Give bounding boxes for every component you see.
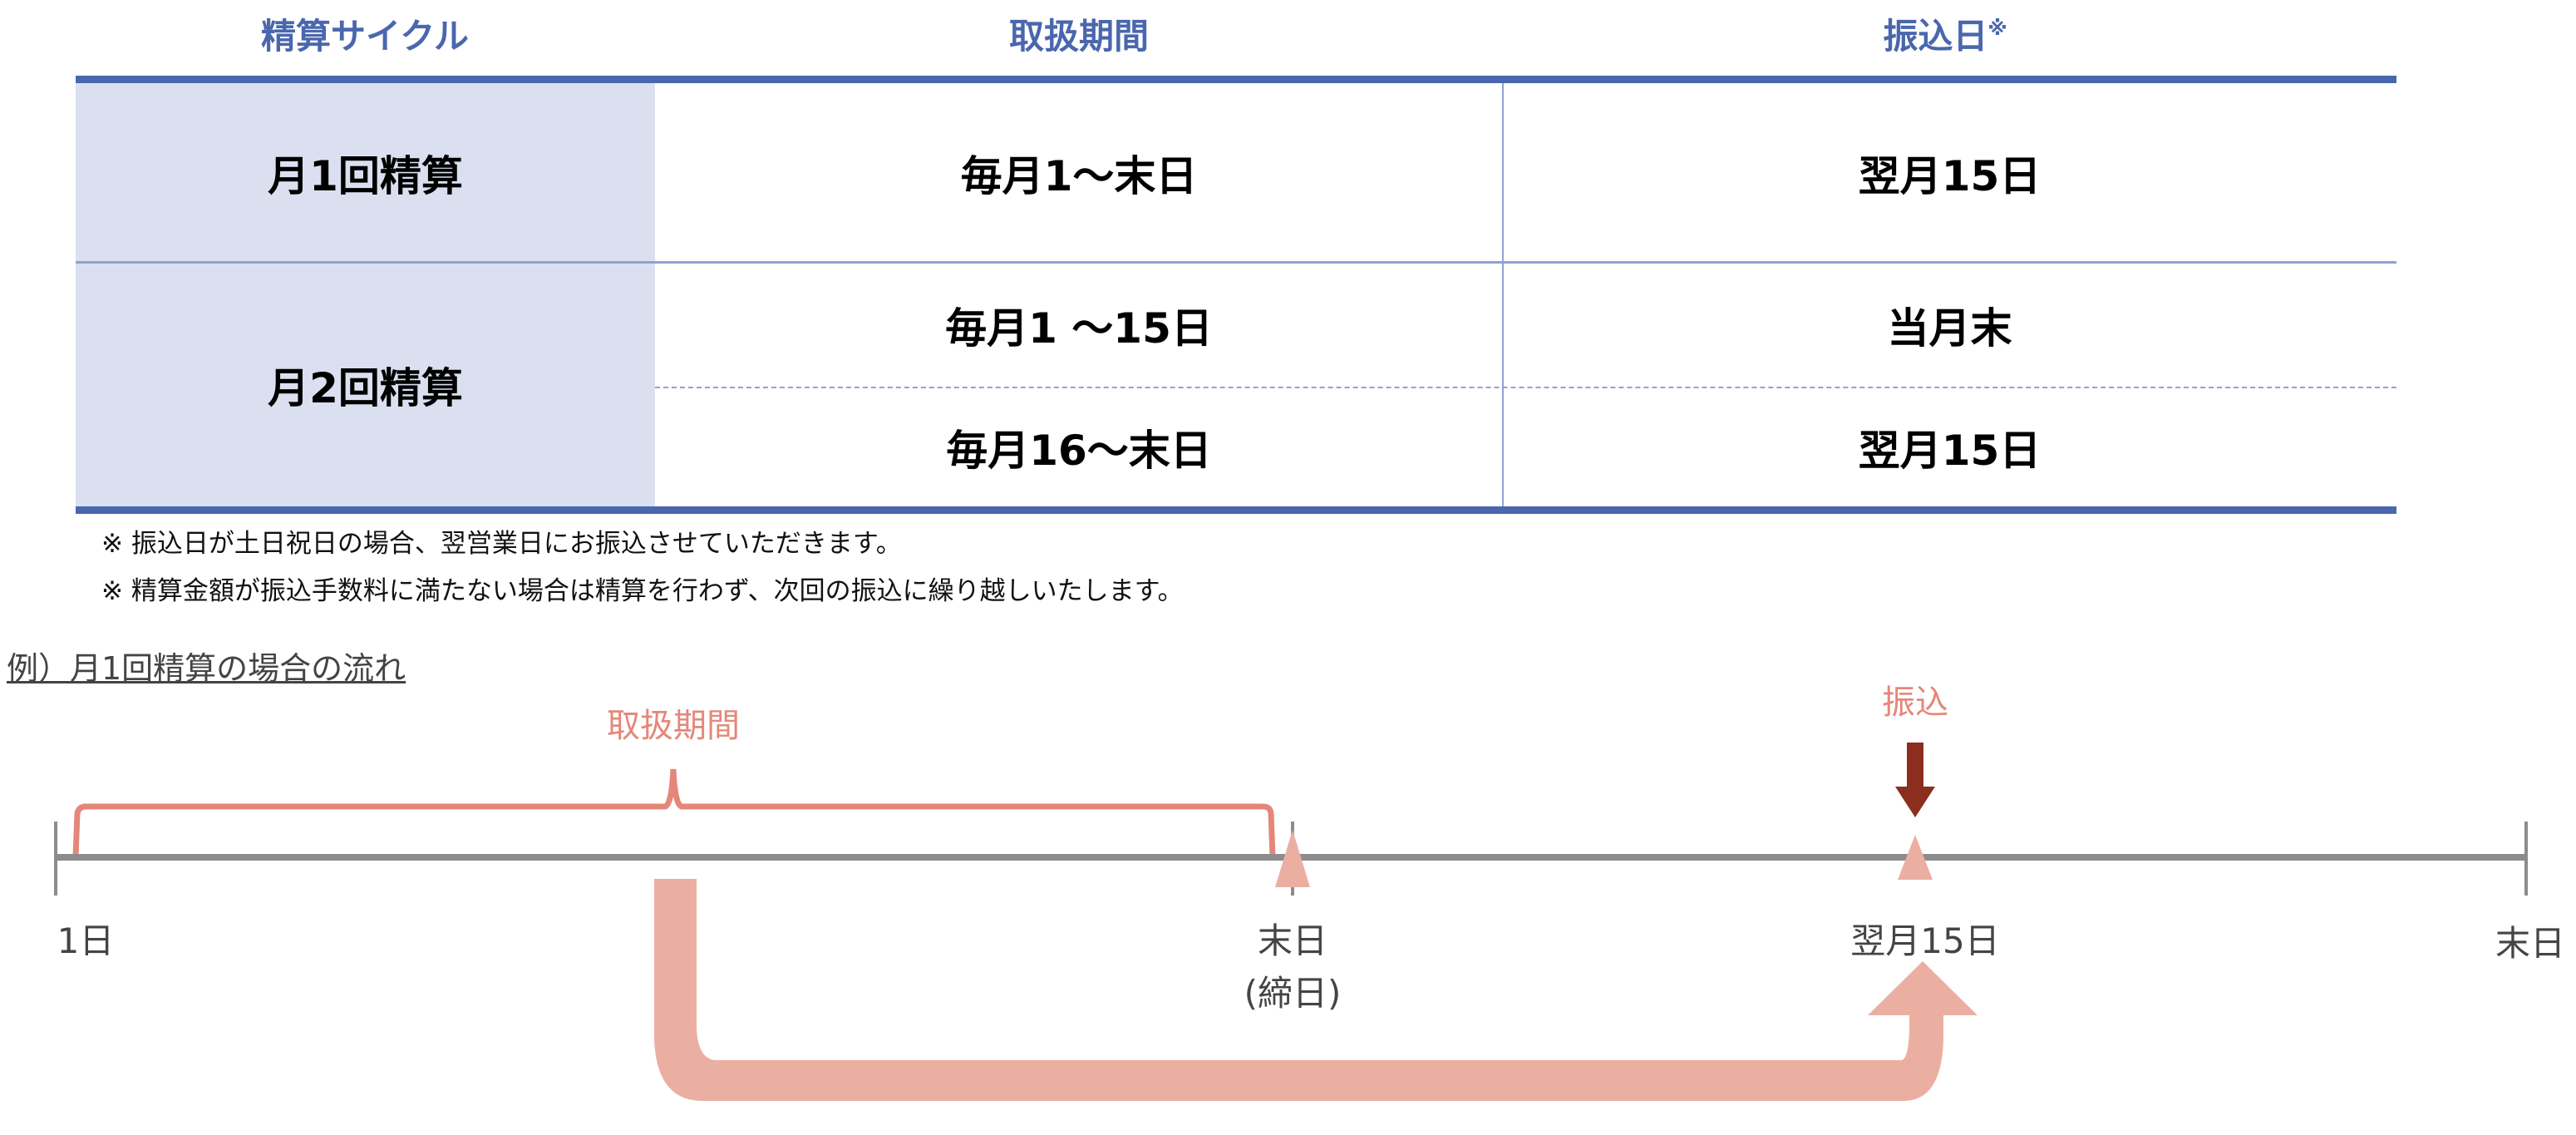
header-transfer-date: 振込日※ (1820, 12, 2070, 62)
period-label: 取扱期間 (607, 707, 740, 745)
sub-row-divider (655, 387, 2396, 388)
label-next-month-end: 末日 (2495, 923, 2565, 964)
cell-period: 毎月1 〜15日 (945, 304, 1213, 353)
example-title: 例）月1回精算の場合の流れ (7, 650, 406, 687)
label-day-1: 1日 (57, 920, 115, 961)
table-top-rule (76, 76, 2396, 83)
cell-period: 毎月1〜末日 (960, 152, 1198, 200)
label-next-month-15: 翌月15日 (1850, 920, 2000, 961)
closing-day-triangle (1275, 830, 1310, 887)
header-cycle: 精算サイクル (261, 16, 469, 57)
cell-period: 毎月16〜末日 (946, 427, 1212, 475)
cell-transfer: 翌月15日 (1858, 152, 2042, 200)
header-period: 取扱期間 (1008, 16, 1149, 57)
cell-cycle-monthly-once: 月1回精算 (76, 83, 655, 263)
period-brace (72, 768, 1276, 857)
transfer-day-triangle (1898, 835, 1933, 880)
flow-u-arrow-icon (654, 879, 1978, 1101)
label-month-end: 末日 (1257, 920, 1327, 961)
table-bottom-rule (76, 506, 2396, 514)
cell-cycle-monthly-twice: 月2回精算 (76, 264, 655, 506)
cell-transfer: 当月末 (1887, 304, 2012, 353)
header-note-mark: ※ (1987, 17, 2007, 40)
cell-transfer: 翌月15日 (1858, 427, 2042, 475)
label-closing-day: (締日) (1244, 973, 1342, 1014)
row-divider (76, 261, 2396, 264)
transfer-down-arrow-icon (1895, 743, 1935, 817)
note-2: ※ 精算金額が振込手数料に満たない場合は精算を行わず、次回の振込に繰り越しいたし… (101, 576, 1184, 606)
transfer-label: 振込 (1882, 683, 1948, 722)
note-1: ※ 振込日が土日祝日の場合、翌営業日にお振込させていただきます。 (101, 529, 902, 559)
column-divider (1502, 83, 1504, 506)
header-transfer-text: 振込日 (1883, 16, 1988, 57)
